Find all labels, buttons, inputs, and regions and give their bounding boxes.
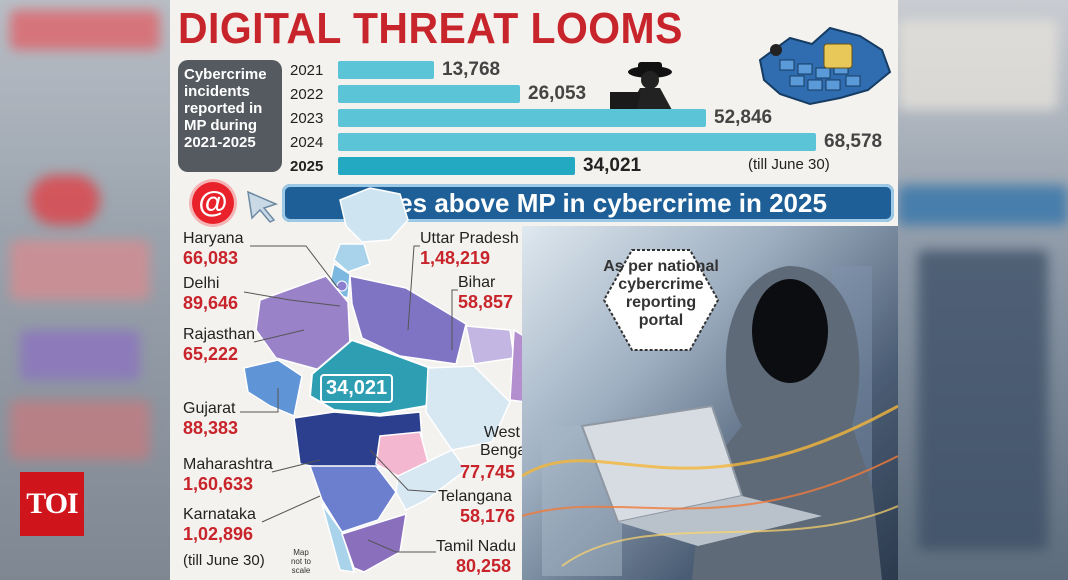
state-value-gujarat: 88,383	[183, 418, 239, 438]
state-label-gujarat: Gujarat	[183, 400, 236, 417]
state-label-uttar-pradesh: Uttar Pradesh	[420, 230, 519, 247]
toi-logo: TOI	[20, 472, 84, 536]
bar-row-2021: 2021 13,768	[290, 59, 501, 80]
bar-value-label: 34,021	[583, 155, 642, 176]
state-value-west-bengal: 77,745	[460, 462, 516, 482]
state-label-telangana: Telangana	[438, 488, 512, 505]
bar-year-label: 2025	[290, 157, 324, 175]
bar-2025-note: (till June 30)	[748, 156, 830, 173]
hacker-laptop-icon	[610, 62, 672, 112]
bar-value-label: 13,768	[442, 59, 501, 80]
state-label-tamil-nadu: Tamil Nadu	[436, 538, 517, 555]
chart-caption: Cybercrime incidents reported in MP duri…	[178, 60, 282, 172]
at-sign-icon: @	[192, 182, 234, 224]
blurred-right-panel	[898, 0, 1068, 580]
source-badge: As per national cybercrime reporting por…	[602, 246, 720, 354]
bar-year-label: 2023	[290, 109, 324, 127]
state-value-maharashtra: 1,60,633	[183, 474, 254, 494]
bar-2022	[338, 85, 520, 103]
bar-value-label: 68,578	[824, 131, 883, 152]
state-label-bihar: Bihar	[458, 274, 496, 291]
source-badge-text: As per national cybercrime reporting por…	[603, 258, 719, 329]
bar-2023	[338, 109, 706, 127]
state-value-tamil-nadu: 80,258	[456, 556, 512, 576]
state-label-delhi: Delhi	[183, 275, 220, 292]
state-value-telangana: 58,176	[460, 506, 516, 526]
bar-year-label: 2024	[290, 133, 324, 151]
state-value-bihar: 58,857	[458, 292, 514, 312]
bar-row-2023: 2023 52,846	[290, 107, 773, 128]
footnote: (till June 30)	[183, 552, 265, 569]
bar-2025	[338, 157, 575, 175]
mp-keyboard-illustration	[758, 26, 892, 106]
bar-value-label: 52,846	[714, 107, 773, 128]
state-value-uttar-pradesh: 1,48,219	[420, 248, 491, 268]
state-label-west-bengal: West Bengal	[480, 424, 530, 459]
bar-year-label: 2021	[290, 61, 324, 79]
mp-map-value: 34,021	[320, 374, 394, 403]
bar-year-label: 2022	[290, 85, 324, 103]
map-scale-note: Map not to scale	[290, 548, 311, 575]
state-label-maharashtra: Maharashtra	[183, 456, 273, 473]
bar-2024	[338, 133, 816, 151]
state-value-haryana: 66,083	[183, 248, 239, 268]
bar-value-label: 26,053	[528, 83, 587, 104]
hacker-photo	[522, 226, 898, 580]
state-label-karnataka: Karnataka	[183, 506, 256, 523]
bar-row-2022: 2022 26,053	[290, 83, 587, 104]
state-value-karnataka: 1,02,896	[183, 524, 254, 544]
bar-row-2025: 2025 34,021	[290, 155, 642, 176]
cursor-arrow-icon	[247, 190, 279, 223]
state-label-haryana: Haryana	[183, 230, 244, 247]
bar-2021	[338, 61, 434, 79]
bar-row-2024: 2024 68,578	[290, 131, 883, 152]
state-label-rajasthan: Rajasthan	[183, 326, 256, 343]
state-value-rajasthan: 65,222	[183, 344, 239, 364]
state-value-delhi: 89,646	[183, 293, 239, 313]
infographic-card: DIGITAL THREAT LOOMS Cybercrime incident…	[170, 0, 898, 580]
page-title: DIGITAL THREAT LOOMS	[178, 4, 683, 53]
